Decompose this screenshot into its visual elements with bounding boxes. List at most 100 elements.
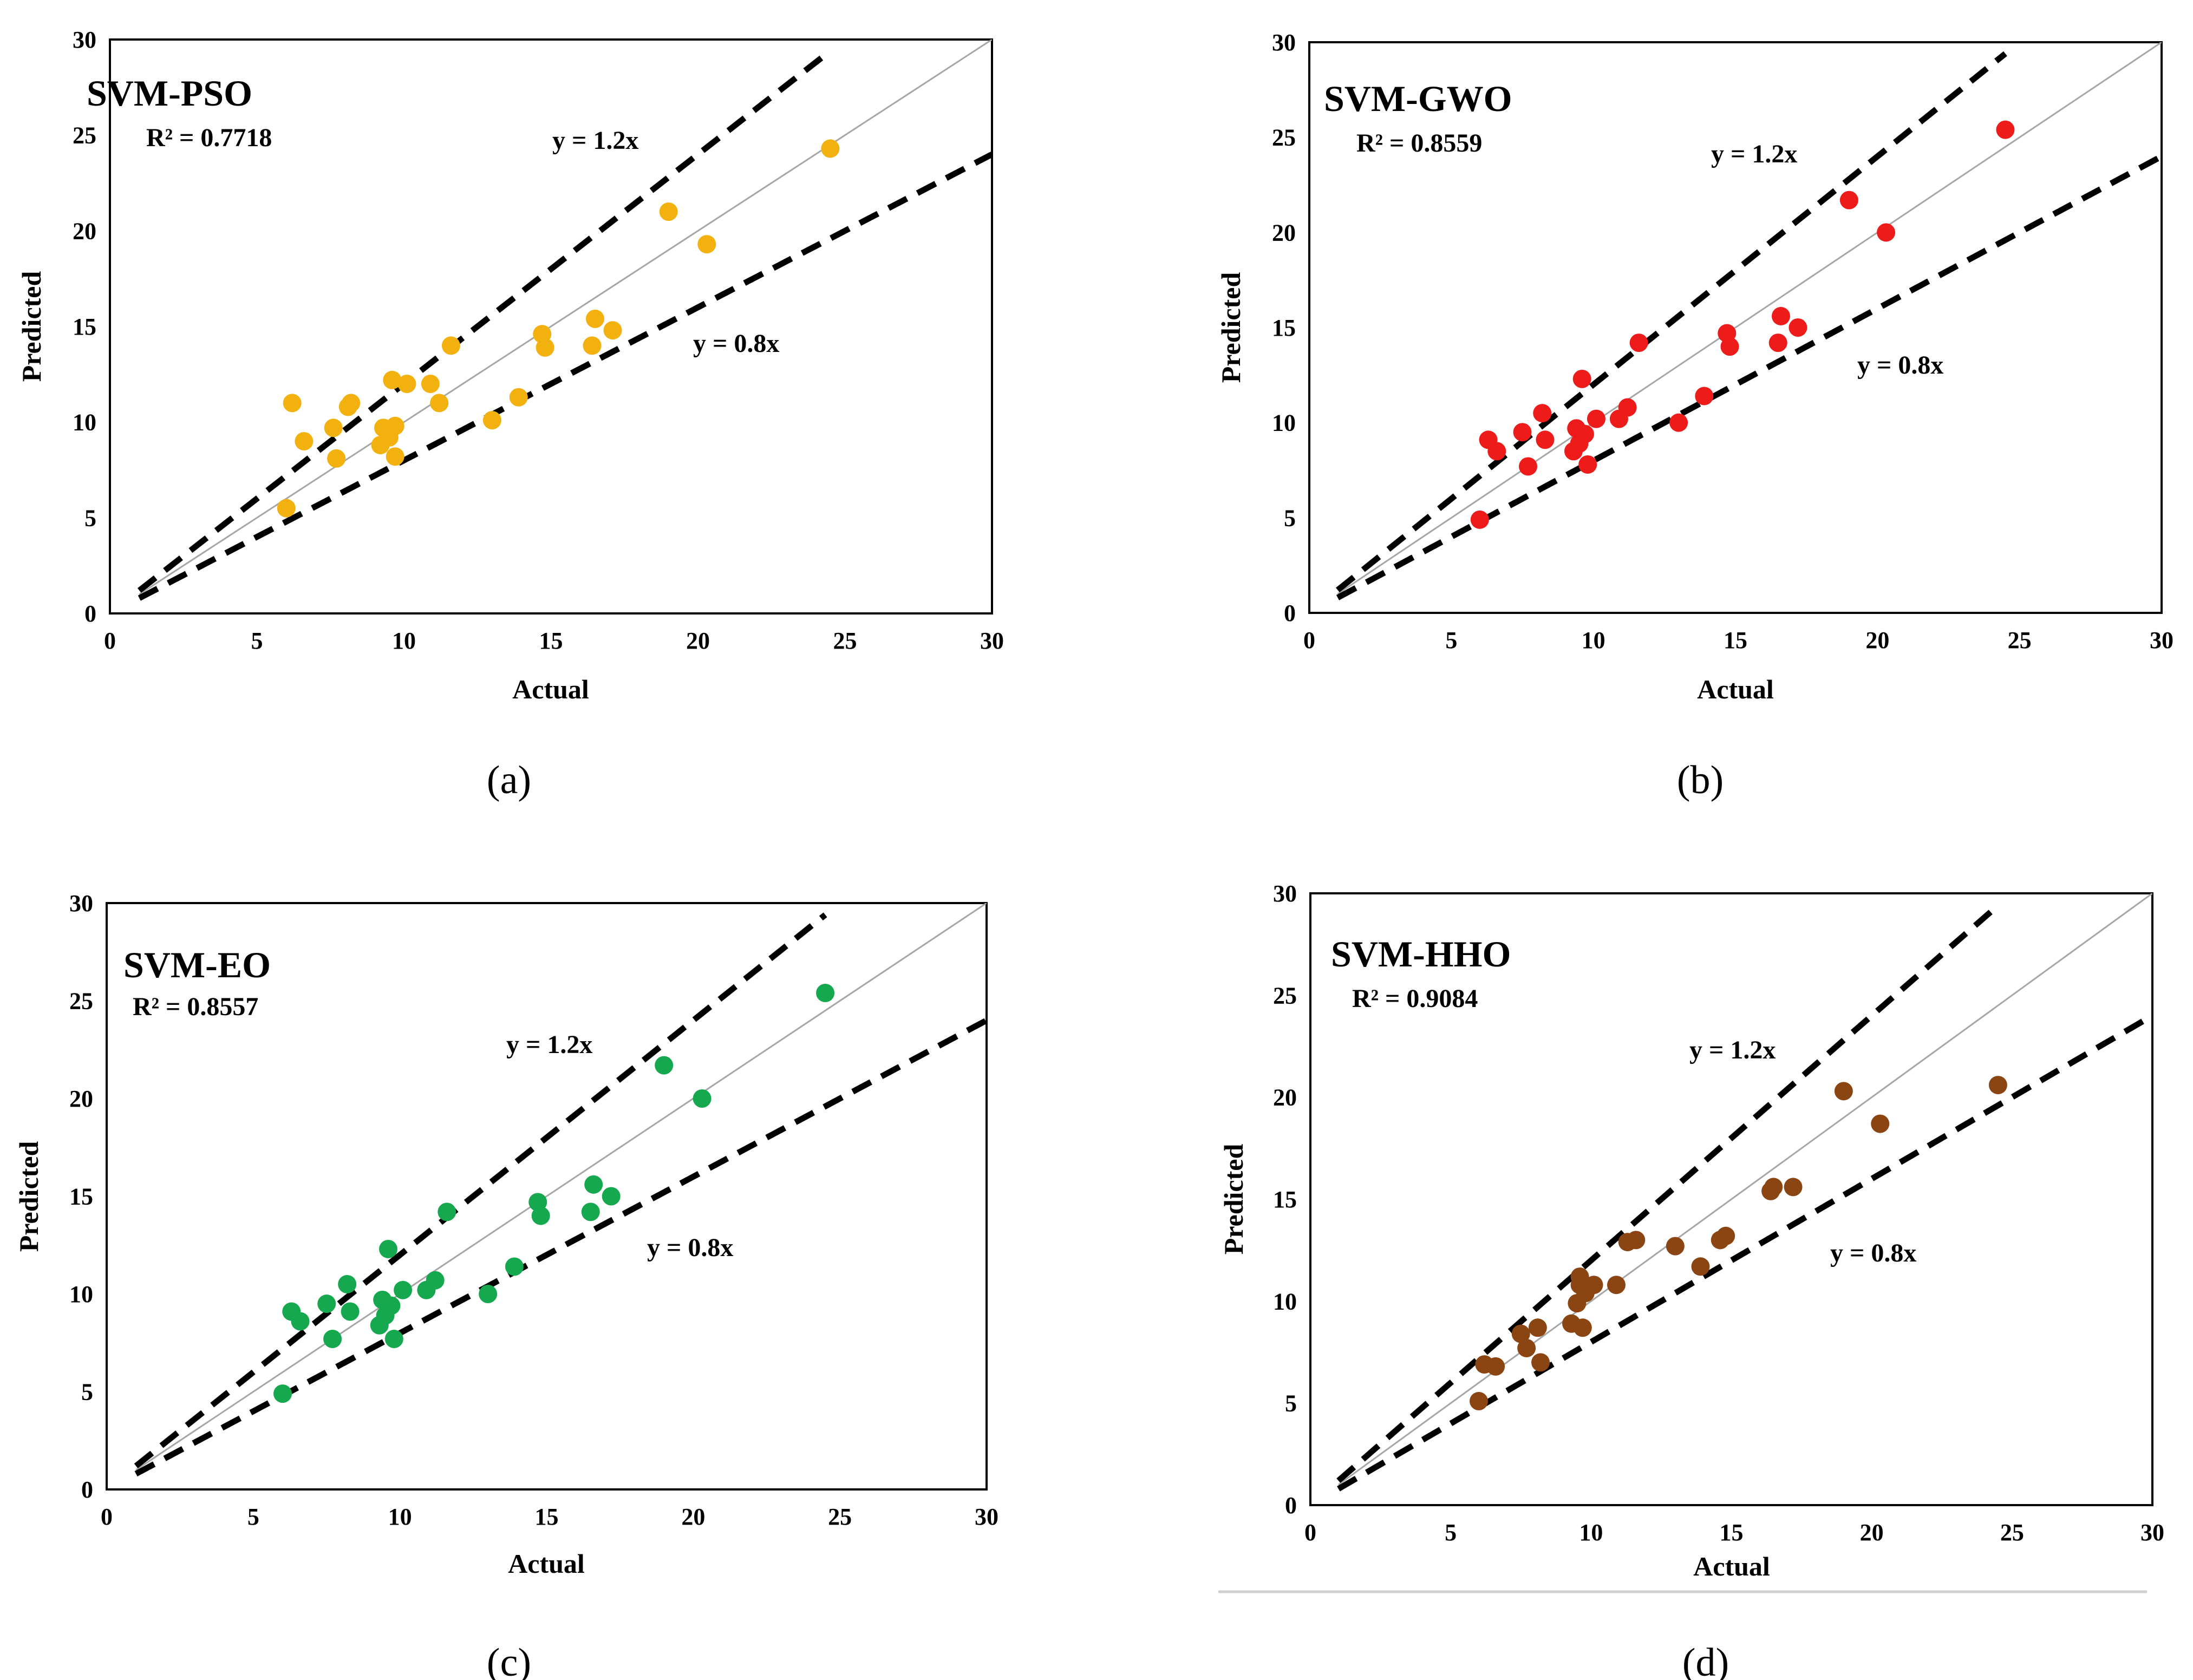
y-tick-label: 30 <box>1273 880 1297 907</box>
data-point <box>323 1330 342 1349</box>
data-point <box>479 1285 498 1303</box>
upper-bound-line <box>137 48 832 593</box>
data-point <box>1518 457 1537 476</box>
panel-caption: (c) <box>487 1640 531 1680</box>
y-tick-label: 20 <box>73 218 96 244</box>
y-tick-label: 20 <box>1272 219 1296 246</box>
data-point <box>536 338 554 357</box>
y-tick-label: 30 <box>1272 29 1296 56</box>
x-tick-label: 25 <box>828 1503 852 1530</box>
x-tick-label: 15 <box>1724 627 1747 653</box>
x-tick-label: 25 <box>2008 627 2032 653</box>
data-point <box>1528 1318 1547 1337</box>
data-point <box>295 432 314 450</box>
data-point <box>1669 413 1688 432</box>
panel-title: SVM-GWO <box>1324 78 1512 119</box>
y-tick-label: 10 <box>1272 410 1296 436</box>
x-tick-label: 0 <box>104 627 116 654</box>
x-axis-title: Actual <box>1697 674 1774 704</box>
data-point <box>1587 409 1605 428</box>
plot-frame <box>109 38 993 615</box>
data-point <box>693 1089 712 1108</box>
x-tick-label: 10 <box>388 1503 412 1530</box>
panel-title: SVM-PSO <box>87 73 252 114</box>
y-tick-label: 20 <box>69 1086 93 1112</box>
data-point <box>583 336 602 355</box>
y-tick-label: 25 <box>69 988 93 1015</box>
x-tick-label: 25 <box>833 627 857 654</box>
identity-line <box>1337 42 2162 595</box>
x-axis-title: Actual <box>508 1548 585 1579</box>
x-tick-label: 15 <box>1720 1519 1744 1546</box>
lower-bound-line <box>1337 1013 2152 1492</box>
data-point <box>386 447 404 466</box>
x-tick-label: 5 <box>1445 1519 1457 1546</box>
upper-bound-label: y = 1.2x <box>552 126 638 155</box>
lower-bound-label: y = 0.8x <box>1830 1239 1916 1267</box>
x-tick-label: 10 <box>392 627 416 654</box>
data-point <box>509 388 528 407</box>
data-point <box>1578 455 1597 474</box>
data-point <box>1784 1178 1803 1197</box>
x-tick-label: 10 <box>1582 627 1605 653</box>
data-point <box>1470 1391 1488 1410</box>
data-point <box>1988 1076 2007 1095</box>
y-axis-title: Predicted <box>14 1141 44 1252</box>
data-point <box>1533 404 1552 423</box>
panel-caption: (b) <box>1677 758 1724 802</box>
data-point <box>821 139 840 158</box>
y-tick-label: 15 <box>69 1184 93 1210</box>
y-tick-label: 0 <box>81 1476 93 1503</box>
lower-bound-line <box>134 1017 987 1476</box>
data-point <box>379 1239 397 1258</box>
data-point <box>342 394 361 413</box>
data-point <box>531 1206 550 1225</box>
x-tick-label: 0 <box>1304 1519 1316 1546</box>
data-point <box>1511 1324 1530 1343</box>
identity-line <box>139 40 992 595</box>
upper-bound-label: y = 1.2x <box>506 1030 592 1059</box>
x-tick-label: 30 <box>980 627 1004 654</box>
data-point <box>327 449 346 468</box>
data-point <box>1789 318 1807 337</box>
r-squared-label: R² = 0.7718 <box>146 123 272 152</box>
data-point <box>1691 1257 1710 1276</box>
y-tick-label: 5 <box>1284 505 1296 531</box>
y-tick-label: 10 <box>73 409 96 436</box>
data-point <box>1666 1237 1685 1256</box>
identity-line <box>135 903 987 1471</box>
y-tick-label: 5 <box>84 505 96 531</box>
data-point <box>1536 430 1555 449</box>
data-point <box>1584 1276 1603 1295</box>
x-tick-label: 15 <box>539 627 563 654</box>
plot-frame <box>1308 41 2163 614</box>
y-axis-title: Predicted <box>16 271 47 382</box>
identity-line <box>1337 893 2152 1486</box>
chart-panel-b: 00 5 5 10 10 15 15 20 20 25 25 30 30 SVM-GWO R² = 0.85… <box>1216 29 2174 802</box>
y-tick-label: 0 <box>1285 1492 1297 1519</box>
x-tick-label: 15 <box>535 1503 559 1530</box>
upper-bound-line <box>134 912 827 1468</box>
y-tick-label: 15 <box>1273 1186 1297 1213</box>
r-squared-label: R² = 0.8557 <box>133 992 258 1021</box>
data-point <box>1513 423 1532 442</box>
data-point <box>1573 1318 1592 1337</box>
data-point <box>384 1330 403 1349</box>
upper-bound-label: y = 1.2x <box>1689 1036 1776 1064</box>
data-point <box>1834 1082 1853 1101</box>
lower-bound-label: y = 0.8x <box>693 329 779 358</box>
lower-bound-line <box>1336 153 2162 600</box>
y-tick-label: 0 <box>84 600 96 627</box>
data-point <box>1877 223 1896 242</box>
data-point <box>1607 1276 1626 1295</box>
y-tick-label: 15 <box>73 313 96 340</box>
data-point <box>603 321 622 340</box>
data-point <box>1618 398 1637 417</box>
data-point <box>1487 442 1506 461</box>
data-point <box>291 1312 310 1331</box>
x-tick-label: 5 <box>1445 627 1457 653</box>
data-point <box>283 394 302 413</box>
data-point <box>1996 120 2015 139</box>
data-point <box>1871 1114 1890 1133</box>
